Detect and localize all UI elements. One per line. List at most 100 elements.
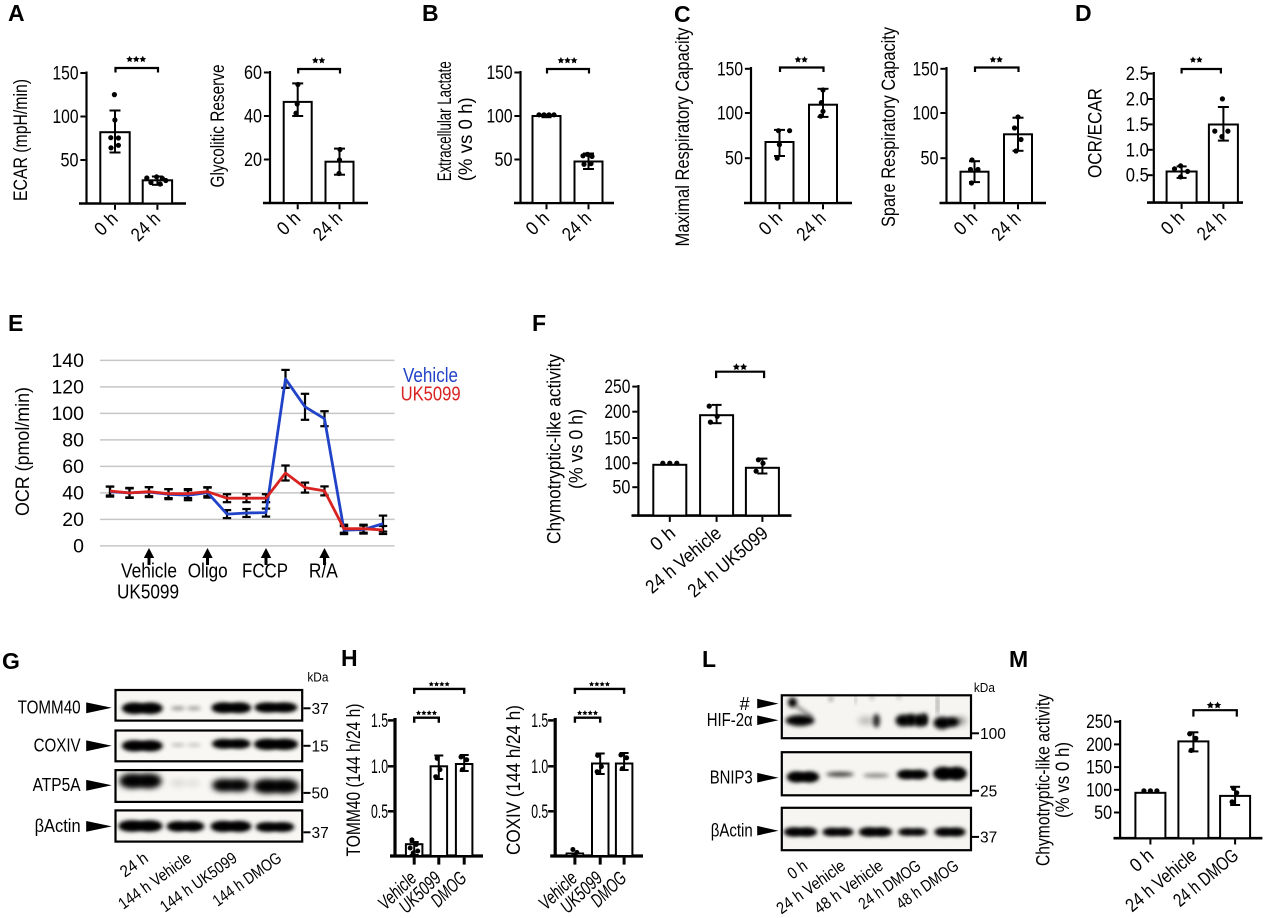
svg-text:Chymotryptic-like activity: Chymotryptic-like activity [545, 354, 566, 544]
svg-text:100: 100 [1086, 780, 1112, 801]
svg-text:BNIP3: BNIP3 [710, 768, 753, 788]
svg-text:Glycolitic Reserve: Glycolitic Reserve [208, 65, 229, 188]
svg-text:20: 20 [62, 509, 84, 531]
svg-text:Spare Respiratory Capacity: Spare Respiratory Capacity [879, 27, 900, 227]
svg-text:100: 100 [980, 726, 1006, 743]
svg-text:50: 50 [921, 149, 939, 170]
svg-text:150: 150 [487, 63, 513, 84]
svg-text:120: 120 [51, 376, 84, 398]
svg-text:0 h: 0 h [755, 208, 787, 240]
svg-text:(% vs 0 h): (% vs 0 h) [567, 409, 588, 489]
svg-text:Extracellular Lactate: Extracellular Lactate [435, 61, 456, 181]
svg-text:ATP5A: ATP5A [33, 775, 81, 795]
svg-text:(% vs 0 h): (% vs 0 h) [1053, 742, 1074, 818]
svg-text:37: 37 [312, 701, 329, 718]
svg-text:1.0: 1.0 [371, 757, 388, 778]
svg-text:20: 20 [244, 150, 262, 171]
svg-text:βActin: βActin [711, 821, 753, 841]
svg-text:100: 100 [604, 454, 630, 475]
svg-text:COXIV (144 h/24 h): COXIV (144 h/24 h) [504, 705, 525, 855]
svg-text:F: F [532, 310, 546, 336]
svg-text:50: 50 [612, 478, 630, 499]
svg-text:25: 25 [980, 783, 997, 800]
svg-text:UK5099: UK5099 [401, 384, 461, 406]
svg-text:250: 250 [604, 377, 630, 398]
svg-text:Oligo: Oligo [188, 561, 228, 583]
svg-text:0 h: 0 h [91, 209, 123, 241]
svg-text:kDa: kDa [307, 671, 328, 685]
svg-text:150: 150 [913, 59, 939, 80]
svg-text:0.5: 0.5 [531, 802, 548, 823]
svg-text:FCCP: FCCP [242, 561, 288, 583]
svg-text:Chymotryptic-like activity: Chymotryptic-like activity [1034, 694, 1055, 866]
svg-text:150: 150 [604, 429, 630, 450]
svg-text:R/A: R/A [309, 561, 339, 583]
svg-text:140: 140 [51, 350, 84, 372]
svg-text:150: 150 [717, 59, 743, 80]
svg-text:2.0: 2.0 [1126, 90, 1149, 111]
svg-text:COXIV: COXIV [34, 735, 81, 755]
svg-text:100: 100 [51, 403, 84, 425]
svg-text:G: G [2, 648, 20, 674]
svg-text:1.0: 1.0 [531, 757, 548, 778]
svg-text:0 h: 0 h [646, 523, 679, 556]
svg-text:100: 100 [487, 107, 513, 128]
svg-text:40: 40 [62, 482, 84, 504]
svg-text:1.5: 1.5 [371, 711, 388, 732]
svg-text:0.5: 0.5 [1126, 166, 1149, 187]
svg-text:0 h: 0 h [273, 208, 305, 240]
svg-text:37: 37 [980, 829, 997, 846]
svg-text:D: D [1075, 0, 1092, 26]
svg-text:TOMM40: TOMM40 [18, 697, 81, 717]
svg-text:C: C [674, 1, 691, 27]
svg-text:0 h: 0 h [1126, 845, 1158, 877]
svg-text:24 h: 24 h [558, 208, 596, 245]
svg-text:100: 100 [913, 104, 939, 125]
svg-text:2.5: 2.5 [1126, 64, 1149, 85]
svg-text:150: 150 [1086, 758, 1112, 779]
svg-text:ECAR (mpH/min): ECAR (mpH/min) [11, 79, 32, 201]
svg-text:200: 200 [1086, 735, 1112, 756]
svg-text:100: 100 [717, 104, 743, 125]
svg-text:Vehicle: Vehicle [403, 365, 458, 387]
svg-text:#: # [740, 694, 750, 714]
svg-text:50: 50 [61, 151, 79, 172]
svg-text:A: A [8, 0, 25, 26]
svg-text:15: 15 [312, 738, 329, 755]
svg-text:60: 60 [62, 456, 84, 478]
svg-text:100: 100 [53, 107, 79, 128]
svg-text:80: 80 [62, 429, 84, 451]
svg-text:1.5: 1.5 [531, 711, 548, 732]
svg-text:0 h: 0 h [950, 208, 982, 240]
svg-text:50: 50 [495, 150, 513, 171]
svg-text:60: 60 [244, 63, 262, 84]
svg-text:0 h: 0 h [1157, 208, 1189, 240]
svg-text:M: M [1009, 646, 1028, 672]
svg-text:UK5099: UK5099 [117, 582, 179, 604]
svg-text:1.0: 1.0 [1126, 140, 1149, 161]
svg-text:OCR (pmol/min): OCR (pmol/min) [12, 387, 34, 516]
svg-text:0 h: 0 h [522, 208, 554, 240]
svg-text:24 h: 24 h [309, 208, 347, 245]
svg-text:L: L [702, 646, 716, 672]
svg-text:Maximal Respiratory Capacity: Maximal Respiratory Capacity [673, 27, 694, 246]
svg-text:TOMM40 (144 h/24 h): TOMM40 (144 h/24 h) [344, 704, 365, 857]
svg-text:0: 0 [73, 535, 84, 557]
svg-text:150: 150 [53, 64, 79, 85]
svg-text:OCR/ECAR: OCR/ECAR [1086, 88, 1107, 178]
svg-text:250: 250 [1086, 712, 1112, 733]
svg-text:1.5: 1.5 [1126, 115, 1149, 136]
svg-text:HIF-2α: HIF-2α [707, 710, 753, 730]
svg-text:37: 37 [312, 825, 329, 842]
svg-text:H: H [341, 645, 358, 671]
svg-text:βActin: βActin [35, 816, 81, 836]
svg-text:kDa: kDa [974, 681, 995, 695]
svg-text:(% vs 0 h): (% vs 0 h) [456, 97, 477, 181]
svg-text:Vehicle: Vehicle [121, 561, 177, 583]
svg-text:24 h: 24 h [1193, 208, 1231, 245]
svg-text:E: E [8, 310, 23, 336]
svg-text:0.5: 0.5 [371, 802, 388, 823]
svg-text:24 h: 24 h [127, 209, 165, 246]
svg-text:24 h: 24 h [988, 208, 1026, 245]
svg-text:24 h: 24 h [793, 208, 831, 245]
